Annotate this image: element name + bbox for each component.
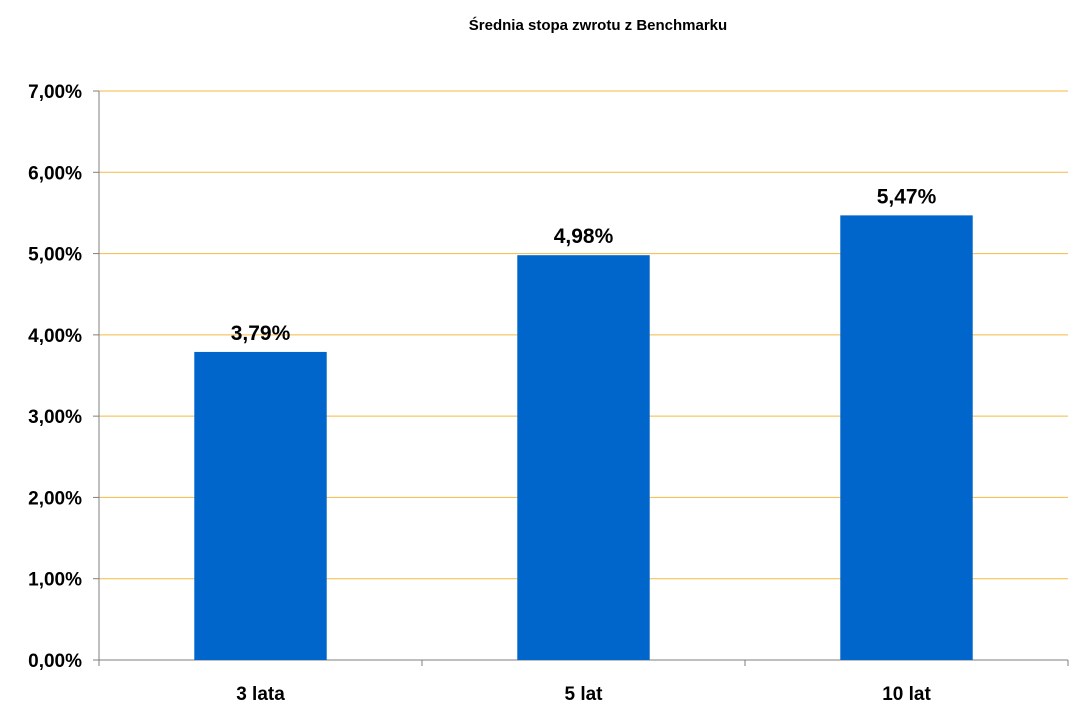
labels: 0,00% 1,00% 2,00% 3,00% 4,00% 5,00% 6,00% 7,00%… xyxy=(28,82,936,705)
chart-title: Średnia stopa zwrotu z Benchmarku xyxy=(469,16,727,34)
y-tick-label: 3,00% xyxy=(28,407,82,428)
data-label: 4,98% xyxy=(554,225,614,248)
x-tick-label: 3 lata xyxy=(236,684,285,705)
bar xyxy=(517,255,650,660)
data-label: 3,79% xyxy=(231,322,291,345)
y-tick-label: 4,00% xyxy=(28,326,82,347)
bars xyxy=(194,215,973,661)
y-tick-label: 7,00% xyxy=(28,82,82,103)
bar xyxy=(194,351,327,660)
y-tick-label: 1,00% xyxy=(28,570,82,591)
y-tick-label: 6,00% xyxy=(28,163,82,184)
bar xyxy=(840,215,973,661)
x-tick-label: 10 lat xyxy=(882,684,931,705)
x-tick-label: 5 lat xyxy=(564,684,603,705)
y-tick-label: 0,00% xyxy=(28,651,82,672)
data-label: 5,47% xyxy=(877,185,937,208)
y-tick-label: 2,00% xyxy=(28,488,82,509)
y-tick-label: 5,00% xyxy=(28,245,82,266)
